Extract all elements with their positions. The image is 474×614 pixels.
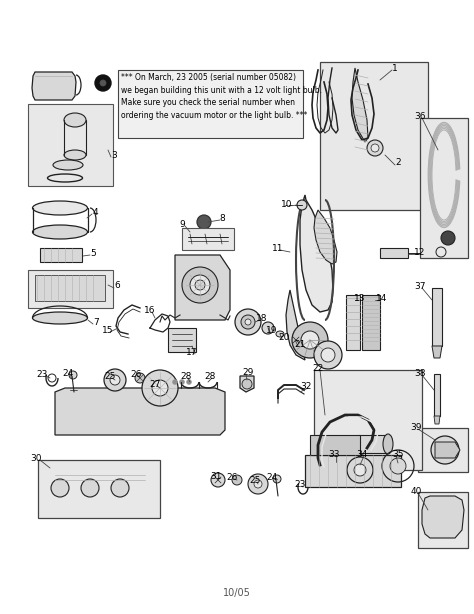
Text: 3: 3	[111, 150, 117, 160]
Polygon shape	[356, 130, 366, 140]
Bar	[168, 328, 196, 352]
Ellipse shape	[64, 113, 86, 127]
Circle shape	[235, 309, 261, 335]
Circle shape	[297, 200, 307, 210]
Bar	[434, 374, 440, 416]
Text: 30: 30	[30, 454, 42, 462]
Text: 22: 22	[312, 363, 324, 373]
Text: 34: 34	[356, 449, 368, 459]
Circle shape	[254, 480, 262, 488]
Bar	[358, 435, 388, 453]
Circle shape	[111, 479, 129, 497]
Text: 36: 36	[414, 112, 426, 120]
Text: 10/05: 10/05	[223, 588, 251, 598]
Text: 11: 11	[272, 244, 284, 252]
Circle shape	[242, 379, 252, 389]
Text: 12: 12	[414, 247, 426, 257]
Text: 16: 16	[144, 306, 156, 314]
Text: *** On March, 23 2005 (serial number 05082)
we began building this unit with a 1: *** On March, 23 2005 (serial number 050…	[121, 73, 322, 120]
Text: 17: 17	[186, 348, 198, 357]
Text: 39: 39	[410, 422, 422, 432]
Polygon shape	[351, 88, 357, 100]
Ellipse shape	[383, 434, 393, 454]
Bar	[118, 70, 303, 138]
Circle shape	[142, 370, 178, 406]
Polygon shape	[352, 115, 360, 130]
Polygon shape	[372, 114, 378, 128]
Polygon shape	[175, 255, 230, 320]
Text: 1: 1	[392, 63, 398, 72]
Text: 38: 38	[414, 368, 426, 378]
Text: 32: 32	[301, 381, 312, 391]
Circle shape	[371, 144, 379, 152]
Bar	[310, 435, 360, 455]
Text: 6: 6	[114, 281, 120, 289]
Circle shape	[321, 348, 335, 362]
Polygon shape	[55, 388, 225, 435]
Circle shape	[262, 322, 274, 334]
Text: 37: 37	[414, 281, 426, 290]
Polygon shape	[351, 100, 356, 115]
Circle shape	[245, 319, 251, 325]
Polygon shape	[362, 138, 372, 140]
Text: 23: 23	[36, 370, 48, 378]
Circle shape	[436, 247, 446, 257]
Text: 8: 8	[219, 214, 225, 222]
Circle shape	[390, 458, 406, 474]
Text: 15: 15	[102, 325, 114, 335]
Text: 29: 29	[242, 368, 254, 376]
Polygon shape	[422, 496, 464, 538]
Circle shape	[441, 231, 455, 245]
Circle shape	[173, 379, 177, 384]
Circle shape	[190, 275, 210, 295]
Circle shape	[197, 215, 211, 229]
Text: 5: 5	[90, 249, 96, 257]
Ellipse shape	[33, 312, 88, 324]
Bar	[305, 455, 401, 487]
Circle shape	[367, 140, 383, 156]
Circle shape	[186, 379, 191, 384]
Ellipse shape	[33, 225, 88, 239]
Text: 21: 21	[294, 340, 306, 349]
Bar	[418, 492, 468, 548]
Bar	[362, 295, 380, 350]
Polygon shape	[32, 72, 76, 100]
Text: 26: 26	[130, 370, 142, 378]
Circle shape	[354, 464, 366, 476]
Text: 27: 27	[149, 379, 161, 389]
Bar	[432, 288, 442, 346]
Polygon shape	[314, 210, 337, 264]
Bar	[182, 228, 234, 250]
Circle shape	[292, 322, 328, 358]
Polygon shape	[372, 98, 378, 114]
Circle shape	[195, 280, 205, 290]
Polygon shape	[435, 442, 460, 458]
Text: 23: 23	[294, 480, 306, 489]
Text: 25: 25	[249, 475, 261, 484]
Circle shape	[69, 371, 77, 379]
Circle shape	[291, 335, 301, 345]
Polygon shape	[286, 290, 305, 360]
Circle shape	[241, 315, 255, 329]
Bar	[314, 370, 422, 470]
Ellipse shape	[64, 150, 86, 160]
Ellipse shape	[33, 201, 88, 215]
Circle shape	[314, 341, 342, 369]
Circle shape	[211, 473, 225, 487]
Text: 28: 28	[204, 371, 216, 381]
Bar	[40, 248, 82, 262]
Text: 13: 13	[354, 293, 366, 303]
Text: 26: 26	[226, 473, 237, 481]
Circle shape	[104, 369, 126, 391]
Text: 19: 19	[266, 325, 278, 335]
Bar	[420, 118, 468, 258]
Polygon shape	[352, 68, 368, 142]
Circle shape	[95, 75, 111, 91]
Text: 14: 14	[376, 293, 388, 303]
Circle shape	[110, 375, 120, 385]
Circle shape	[232, 475, 242, 485]
Circle shape	[180, 379, 184, 384]
Ellipse shape	[276, 331, 284, 337]
Circle shape	[273, 475, 281, 483]
Text: 24: 24	[63, 368, 73, 378]
